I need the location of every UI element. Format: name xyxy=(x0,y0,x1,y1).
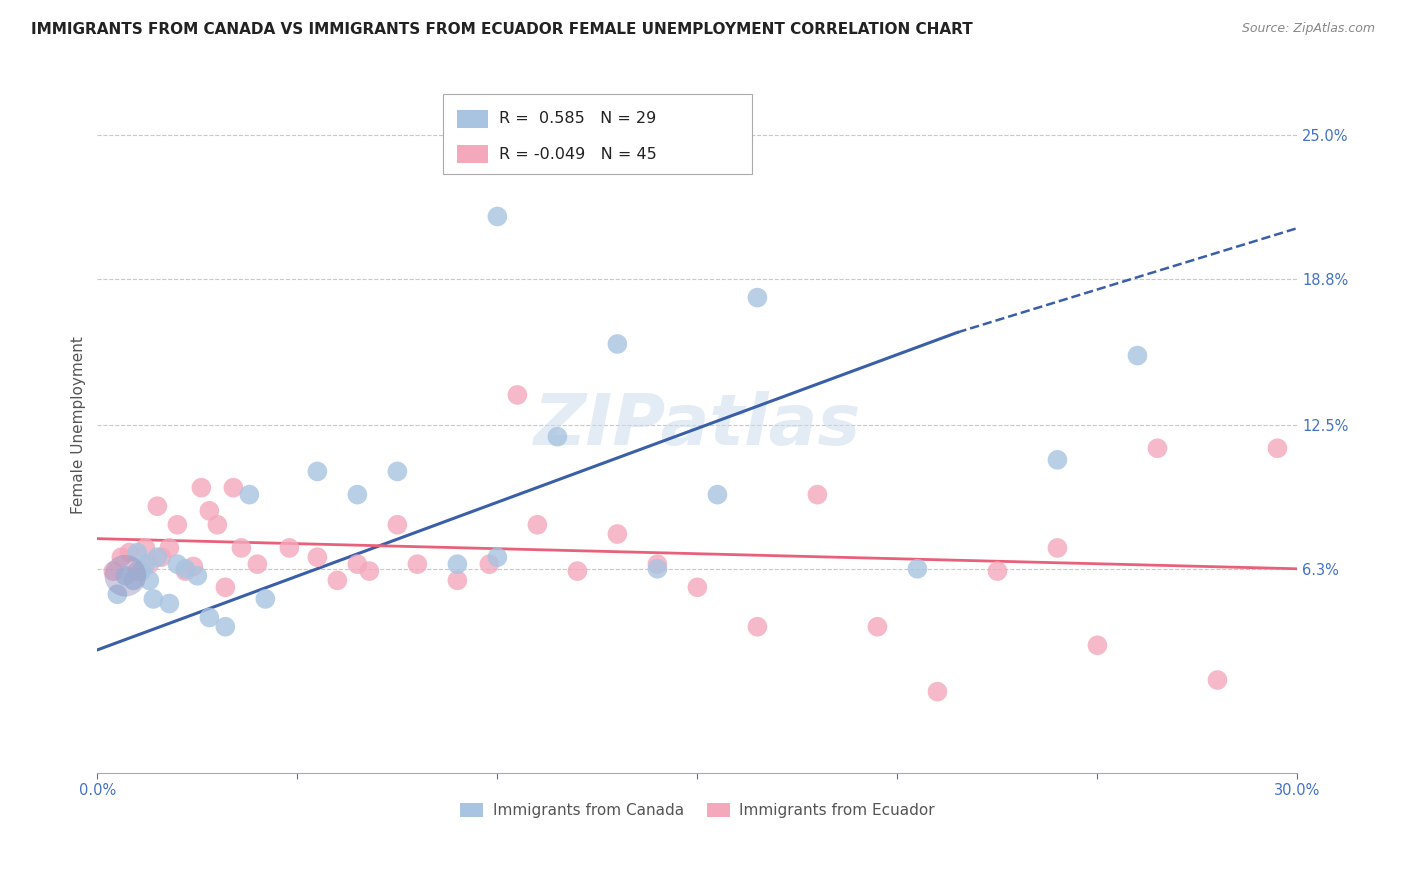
Point xyxy=(606,337,628,351)
Point xyxy=(1267,442,1289,456)
Legend: Immigrants from Canada, Immigrants from Ecuador: Immigrants from Canada, Immigrants from … xyxy=(454,797,941,824)
Point xyxy=(134,557,156,571)
Point xyxy=(114,568,136,582)
Text: Source: ZipAtlas.com: Source: ZipAtlas.com xyxy=(1241,22,1375,36)
Point xyxy=(1046,541,1069,555)
Point xyxy=(346,557,368,571)
Point xyxy=(166,517,188,532)
Point xyxy=(254,591,277,606)
Point xyxy=(866,620,889,634)
Point xyxy=(526,517,548,532)
Point xyxy=(174,564,197,578)
Point xyxy=(110,550,132,565)
Point xyxy=(138,557,160,571)
Point xyxy=(127,564,149,578)
Point xyxy=(387,517,409,532)
Y-axis label: Female Unemployment: Female Unemployment xyxy=(72,336,86,514)
Text: R =  0.585   N = 29: R = 0.585 N = 29 xyxy=(499,112,657,126)
Point xyxy=(150,550,173,565)
Point xyxy=(190,481,212,495)
Point xyxy=(134,541,156,555)
Point xyxy=(986,564,1008,578)
Point xyxy=(387,465,409,479)
Point xyxy=(806,488,828,502)
Point xyxy=(446,557,468,571)
Point xyxy=(326,574,349,588)
Point xyxy=(122,574,145,588)
Point xyxy=(222,481,245,495)
Text: R = -0.049   N = 45: R = -0.049 N = 45 xyxy=(499,147,657,161)
Text: IMMIGRANTS FROM CANADA VS IMMIGRANTS FROM ECUADOR FEMALE UNEMPLOYMENT CORRELATIO: IMMIGRANTS FROM CANADA VS IMMIGRANTS FRO… xyxy=(31,22,973,37)
Point xyxy=(747,291,769,305)
Point xyxy=(246,557,269,571)
Point xyxy=(186,568,208,582)
Point xyxy=(114,568,136,582)
Point xyxy=(478,557,501,571)
Point xyxy=(1146,442,1168,456)
Point xyxy=(1046,453,1069,467)
Point xyxy=(157,541,180,555)
Point xyxy=(927,684,949,698)
Point xyxy=(606,527,628,541)
Point xyxy=(198,504,221,518)
Point xyxy=(207,517,229,532)
Point xyxy=(214,620,236,634)
Point xyxy=(127,545,149,559)
Point xyxy=(1206,673,1229,687)
Text: ZIPatlas: ZIPatlas xyxy=(534,391,860,459)
Point xyxy=(278,541,301,555)
Point xyxy=(546,430,568,444)
Point xyxy=(1087,638,1109,652)
Point xyxy=(686,580,709,594)
Point xyxy=(157,597,180,611)
Point xyxy=(183,559,205,574)
Point xyxy=(131,564,153,578)
Point xyxy=(359,564,381,578)
Point xyxy=(166,557,188,571)
Point xyxy=(174,562,197,576)
Point xyxy=(1126,349,1149,363)
Point xyxy=(647,562,669,576)
Point xyxy=(138,574,160,588)
Point xyxy=(103,564,125,578)
Point xyxy=(567,564,589,578)
Point xyxy=(406,557,429,571)
Point xyxy=(506,388,529,402)
Point xyxy=(706,488,728,502)
Point xyxy=(486,550,509,565)
Point xyxy=(118,545,141,559)
Point xyxy=(238,488,260,502)
Point xyxy=(146,499,169,513)
Point xyxy=(105,587,128,601)
Point xyxy=(346,488,368,502)
Point xyxy=(486,210,509,224)
Point xyxy=(214,580,236,594)
Point xyxy=(446,574,468,588)
Point xyxy=(146,550,169,565)
Point xyxy=(198,610,221,624)
Point xyxy=(307,550,329,565)
Point xyxy=(647,557,669,571)
Point xyxy=(142,591,165,606)
Point xyxy=(747,620,769,634)
Point xyxy=(307,465,329,479)
Point xyxy=(231,541,253,555)
Point xyxy=(907,562,929,576)
